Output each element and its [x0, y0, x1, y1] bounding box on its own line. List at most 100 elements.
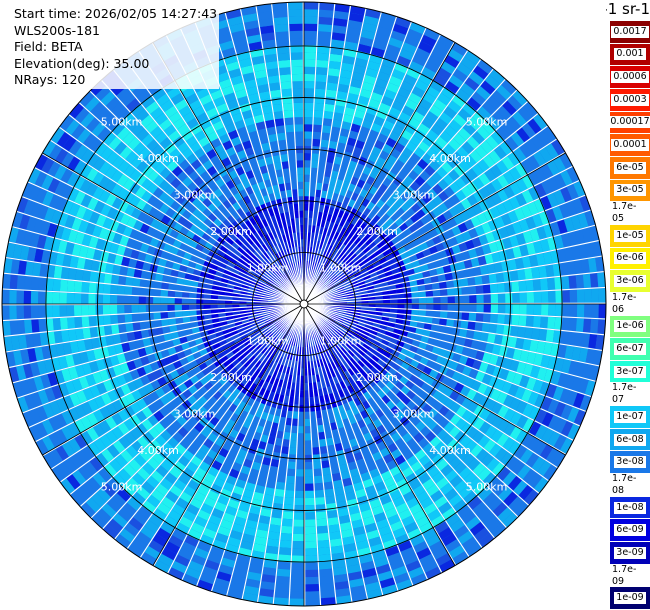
range-gate: [316, 67, 328, 75]
range-gate: [352, 268, 360, 275]
range-gate: [276, 568, 291, 577]
range-gate: [404, 521, 419, 534]
range-gate: [156, 222, 167, 233]
range-gate: [447, 438, 459, 451]
range-gate: [94, 395, 106, 409]
range-gate: [213, 477, 225, 488]
range-gate: [323, 333, 330, 341]
range-gate: [373, 362, 383, 371]
range-gate: [249, 374, 257, 383]
range-gate: [526, 242, 536, 255]
range-gate: [223, 189, 233, 200]
range-gate: [181, 291, 190, 298]
range-gate: [77, 128, 91, 144]
range-gate: [272, 328, 279, 335]
range-gate: [436, 166, 448, 179]
range-gate: [404, 309, 412, 315]
range-gate: [296, 462, 304, 470]
range-gate: [344, 248, 352, 256]
range-gate: [536, 226, 547, 240]
range-gate: [286, 320, 292, 328]
range-gate: [315, 263, 320, 271]
range-gate: [461, 230, 472, 242]
range-gate: [488, 241, 499, 253]
range-gate: [371, 354, 380, 363]
range-gate: [376, 253, 385, 261]
range-gate: [340, 470, 351, 480]
range-gate: [191, 197, 202, 208]
range-gate: [189, 315, 198, 322]
range-gate: [276, 322, 283, 329]
range-gate: [78, 220, 89, 233]
range-gate: [208, 386, 218, 396]
range-gate: [316, 320, 323, 328]
range-gate: [512, 348, 522, 361]
range-gate: [337, 272, 345, 279]
range-gate: [216, 571, 232, 582]
range-gate: [202, 566, 218, 578]
range-gate: [449, 426, 461, 438]
range-gate: [123, 418, 136, 431]
range-gate: [253, 250, 261, 259]
range-gate: [262, 381, 269, 390]
range-gate: [497, 314, 506, 324]
range-gate: [68, 366, 79, 380]
range-gate: [304, 469, 313, 477]
range-gate: [128, 458, 142, 472]
range-gate: [445, 469, 458, 483]
range-gate: [470, 444, 483, 458]
range-gate: [340, 253, 347, 262]
range-gate: [263, 559, 277, 569]
range-gate: [313, 203, 320, 212]
range-gate: [406, 497, 419, 509]
range-gate: [92, 371, 103, 384]
range-gate: [429, 540, 445, 554]
range-gate: [457, 108, 472, 122]
range-gate: [514, 386, 526, 400]
range-gate: [390, 202, 401, 212]
range-gate: [461, 185, 473, 198]
range-gate: [379, 367, 388, 376]
range-gate: [482, 121, 496, 135]
range-gate: [321, 365, 327, 374]
range-gate: [461, 510, 476, 525]
range-gate: [12, 212, 24, 228]
range-gate: [458, 242, 468, 253]
range-gate: [217, 295, 226, 300]
range-gate: [218, 564, 234, 575]
range-gate: [89, 385, 101, 398]
range-gate: [3, 258, 13, 274]
range-gate: [59, 305, 67, 317]
range-gate: [385, 240, 395, 249]
range-gate: [353, 397, 362, 407]
range-gate: [278, 277, 285, 284]
range-gate: [489, 283, 498, 294]
range-gate: [523, 363, 534, 377]
range-gate: [223, 332, 232, 340]
range-gate: [304, 30, 317, 39]
range-gate: [304, 383, 309, 391]
range-gate: [112, 440, 126, 454]
range-gate: [22, 411, 35, 427]
range-gate: [273, 444, 282, 454]
range-gate: [372, 322, 381, 328]
range-gate: [427, 397, 438, 408]
range-gate: [153, 319, 162, 328]
range-gate: [395, 400, 406, 411]
range-gate: [155, 387, 166, 398]
range-gate: [264, 318, 272, 324]
range-gate: [153, 312, 161, 320]
range-gate: [432, 362, 442, 372]
range-gate: [490, 429, 503, 443]
range-gate: [137, 211, 148, 223]
range-gate: [81, 281, 90, 293]
range-gate: [266, 322, 274, 328]
range-gate: [269, 524, 281, 533]
range-gate: [462, 122, 476, 136]
range-gate: [402, 490, 416, 503]
range-gate: [453, 164, 466, 177]
range-gate: [214, 410, 224, 421]
range-gate: [324, 430, 333, 439]
range-gate: [75, 205, 87, 219]
range-gate: [253, 376, 261, 385]
